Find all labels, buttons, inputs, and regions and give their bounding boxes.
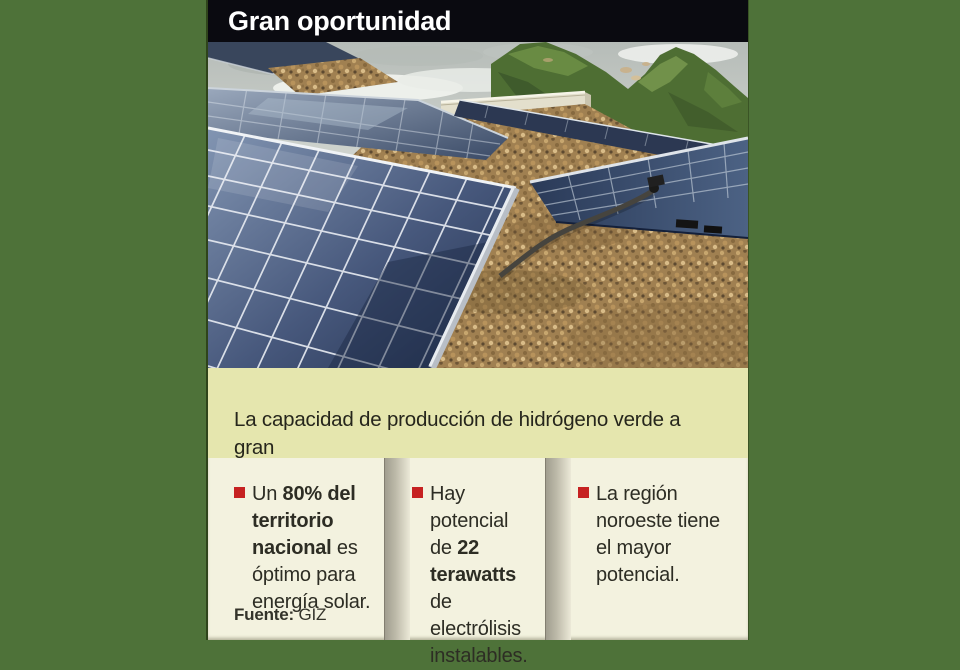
bullet-square-icon xyxy=(578,487,589,498)
caption-box: La capacidad de producción de hidrógeno … xyxy=(208,368,748,543)
fact-item-terawatts: Hay potencial de 22 terawatts de electró… xyxy=(412,481,540,670)
column-divider xyxy=(545,458,571,640)
infographic-card: Gran oportunidad xyxy=(208,0,748,666)
bullet-square-icon xyxy=(412,487,423,498)
facts-panel: Un 80% del territorio nacional es óptimo… xyxy=(208,458,748,666)
source-value: GIZ xyxy=(298,605,327,624)
header-bar: Gran oportunidad xyxy=(208,0,748,42)
source-label: Fuente: xyxy=(234,605,294,624)
source-line: Fuente: GIZ xyxy=(234,605,326,625)
fact-text: Hay potencial de 22 terawatts de electró… xyxy=(430,483,528,667)
fact-item-territory: Un 80% del territorio nacional es óptimo… xyxy=(234,481,386,616)
fact-text: Un 80% del territorio nacional es óptimo… xyxy=(252,483,371,613)
headline: Gran oportunidad xyxy=(228,6,452,36)
fact-item-region: La región noroeste tiene el mayor potenc… xyxy=(578,481,736,589)
solar-panels-illustration xyxy=(208,42,748,368)
column-divider xyxy=(384,458,410,640)
fact-text: La región noroeste tiene el mayor potenc… xyxy=(596,483,720,586)
bullet-square-icon xyxy=(234,487,245,498)
rooftop-solar-photo xyxy=(208,42,748,368)
